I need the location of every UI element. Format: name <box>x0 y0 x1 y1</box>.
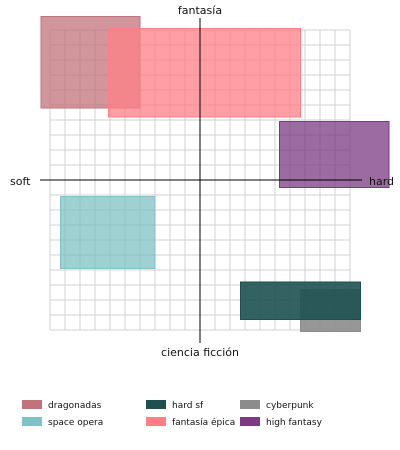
axis-label-bottom: ciencia ficción <box>161 346 239 359</box>
legend-label: high fantasy <box>266 418 323 428</box>
regions <box>40 16 390 332</box>
legend-label: fantasía épica <box>172 417 235 428</box>
legend-swatch <box>240 400 260 409</box>
region-space-opera <box>60 196 156 269</box>
region-high-fantasy <box>279 121 390 188</box>
legend-swatch <box>146 400 166 409</box>
legend: dragonadas space opera hard sf fantasía épi… <box>22 400 323 428</box>
axis-label-right: hard <box>369 175 394 188</box>
legend-swatch <box>22 400 42 409</box>
region-hard-sf <box>240 281 361 320</box>
legend-swatch <box>22 417 42 426</box>
legend-label: cyberpunk <box>266 401 314 411</box>
legend-swatch <box>146 417 166 426</box>
axes <box>40 18 362 343</box>
legend-label: hard sf <box>172 401 204 411</box>
axis-label-left: soft <box>10 175 31 188</box>
region-fantasía-épica <box>108 28 301 118</box>
legend-label: space opera <box>48 418 103 428</box>
legend-label: dragonadas <box>48 401 102 411</box>
axis-label-top: fantasía <box>178 4 222 17</box>
legend-swatch <box>240 417 260 426</box>
